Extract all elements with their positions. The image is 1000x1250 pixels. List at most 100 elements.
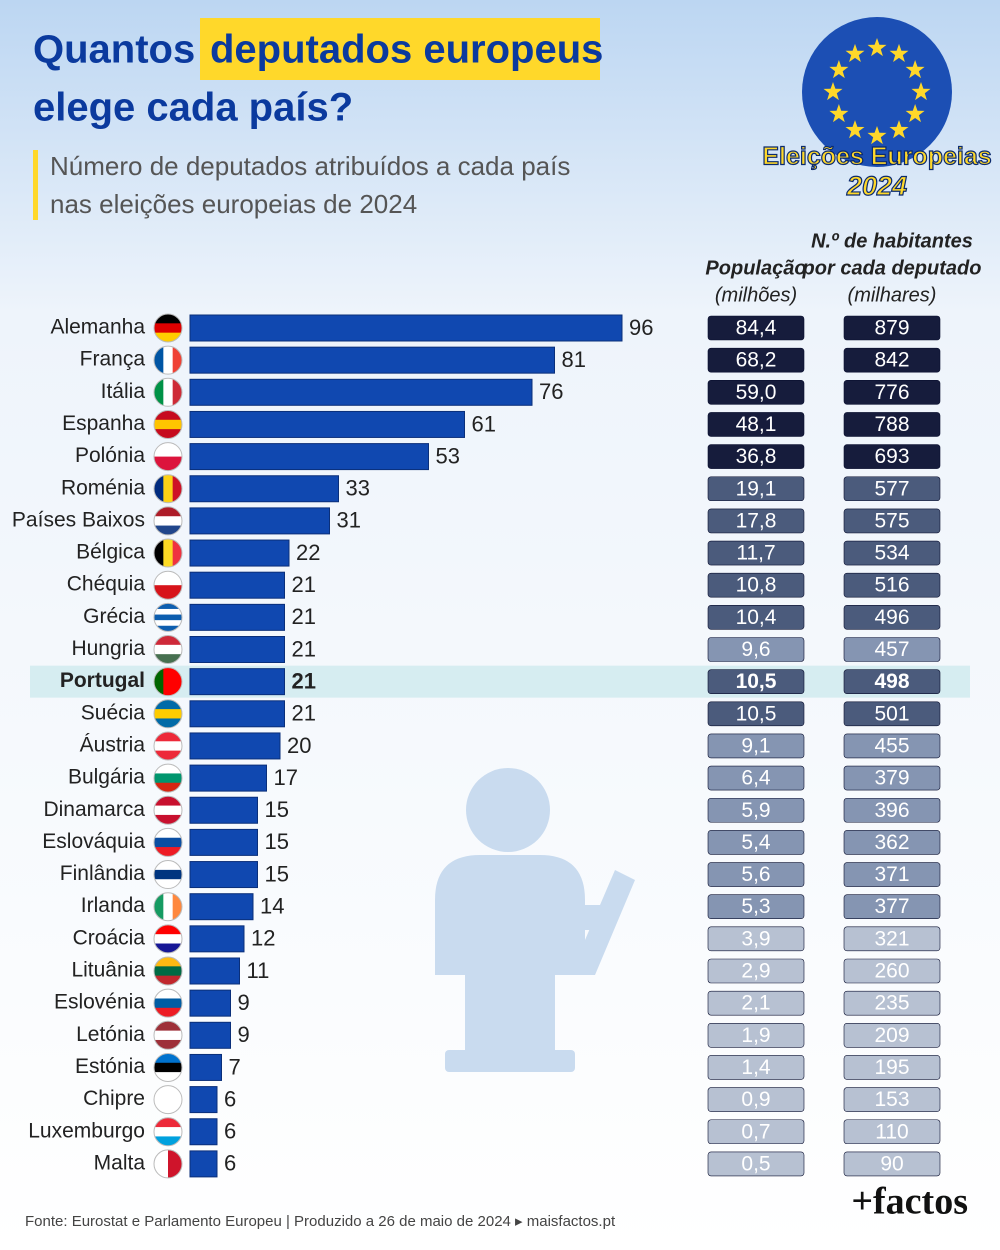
flag-ring bbox=[153, 924, 183, 954]
bar bbox=[189, 1086, 218, 1114]
table-value: 0,7 bbox=[741, 1120, 770, 1143]
value-label: 6 bbox=[224, 1086, 236, 1111]
value-label: 96 bbox=[629, 315, 653, 340]
flag bbox=[154, 828, 182, 857]
star bbox=[845, 120, 865, 139]
table-value: 0,9 bbox=[741, 1088, 770, 1111]
subtitle: nas eleições europeias de 2024 bbox=[50, 189, 417, 219]
table-cell bbox=[843, 315, 941, 341]
table-value: 362 bbox=[874, 831, 909, 854]
flag-stripe bbox=[154, 1053, 182, 1064]
bar bbox=[189, 636, 285, 663]
table-cell bbox=[843, 444, 941, 469]
flag bbox=[154, 571, 182, 600]
table-value: 377 bbox=[874, 895, 909, 918]
flag bbox=[154, 957, 182, 985]
table-cell bbox=[843, 958, 941, 984]
table-cell bbox=[707, 540, 805, 566]
table-value: 19,1 bbox=[736, 477, 777, 500]
flag bbox=[154, 603, 182, 632]
table-cell bbox=[843, 797, 941, 823]
table-cell bbox=[707, 862, 805, 887]
flag-stripe bbox=[154, 847, 182, 857]
title-part: Quantos bbox=[33, 28, 195, 72]
flag-stripe bbox=[154, 635, 182, 646]
bar bbox=[189, 346, 555, 374]
table-value: 110 bbox=[875, 1120, 908, 1143]
table-value: 455 bbox=[874, 734, 909, 757]
value-label: 17 bbox=[274, 765, 298, 790]
flag-stripe bbox=[154, 442, 182, 458]
flag-stripe bbox=[154, 539, 164, 568]
value-label: 12 bbox=[251, 926, 275, 951]
bar bbox=[189, 732, 281, 760]
flag-stripe bbox=[154, 924, 182, 935]
flag-ring bbox=[153, 699, 183, 729]
flag-stripe bbox=[154, 614, 182, 621]
table-value: 10,4 bbox=[736, 606, 777, 629]
flag-ring bbox=[153, 1020, 183, 1050]
category-label: Bélgica bbox=[76, 541, 145, 564]
table-cell bbox=[843, 1119, 941, 1145]
table-value: 209 bbox=[874, 1024, 909, 1047]
table-cell bbox=[707, 1119, 805, 1145]
flag-stripe bbox=[172, 667, 182, 696]
flag-ring bbox=[153, 602, 183, 632]
column-header: por cada deputado bbox=[802, 257, 982, 279]
value-label: 9 bbox=[238, 1022, 250, 1047]
flag-ring bbox=[153, 795, 183, 825]
flag-stripe bbox=[154, 860, 182, 871]
flag-stripe bbox=[154, 773, 182, 784]
table-cell bbox=[843, 830, 941, 855]
flag-stripe bbox=[154, 474, 164, 503]
table-value: 1,4 bbox=[741, 1056, 771, 1079]
flag-ring bbox=[153, 409, 183, 439]
flag-stripe bbox=[154, 1039, 182, 1050]
table-cell bbox=[707, 797, 805, 823]
table-cell bbox=[843, 669, 941, 694]
table-cell bbox=[707, 1087, 805, 1112]
podium-illustration bbox=[435, 768, 635, 1072]
table-value: 90 bbox=[880, 1152, 903, 1175]
table-cell bbox=[707, 315, 805, 341]
table-cell bbox=[843, 990, 941, 1016]
flag bbox=[154, 1053, 182, 1082]
flag-ring bbox=[153, 345, 183, 375]
table-value: 59,0 bbox=[736, 381, 777, 404]
flag-ring bbox=[153, 956, 183, 986]
category-label: Eslovénia bbox=[54, 991, 145, 1014]
table-value: 36,8 bbox=[736, 445, 777, 468]
flag bbox=[154, 1149, 182, 1178]
flag-ring bbox=[153, 763, 183, 793]
flag bbox=[154, 474, 182, 503]
flag bbox=[154, 924, 182, 953]
flag-ring bbox=[153, 892, 183, 922]
table-cell bbox=[843, 733, 941, 759]
value-label: 15 bbox=[265, 829, 289, 854]
table-cell bbox=[843, 412, 941, 437]
bar bbox=[189, 828, 258, 856]
highlight-band bbox=[30, 665, 970, 698]
flag-stripe bbox=[172, 346, 182, 375]
category-label: Espanha bbox=[62, 412, 145, 435]
bar bbox=[189, 603, 285, 631]
table-value: 5,4 bbox=[741, 831, 771, 854]
flag-stripe bbox=[154, 516, 182, 527]
table-cell bbox=[707, 347, 805, 373]
category-label: Croácia bbox=[73, 926, 146, 949]
flag-stripe bbox=[154, 805, 182, 816]
bar bbox=[189, 443, 429, 471]
bar bbox=[189, 668, 285, 696]
flag-stripe bbox=[172, 474, 182, 503]
table-cell bbox=[707, 605, 805, 630]
table-value: 788 bbox=[874, 413, 909, 436]
bar bbox=[189, 314, 623, 342]
flag-stripe bbox=[154, 998, 182, 1009]
flag-stripe bbox=[154, 814, 182, 825]
bar bbox=[189, 539, 290, 567]
table-value: 516 bbox=[874, 574, 909, 597]
category-label: Dinamarca bbox=[43, 798, 145, 821]
flag-ring bbox=[153, 988, 183, 1018]
bar bbox=[189, 1150, 218, 1178]
flag-stripe bbox=[154, 892, 164, 921]
